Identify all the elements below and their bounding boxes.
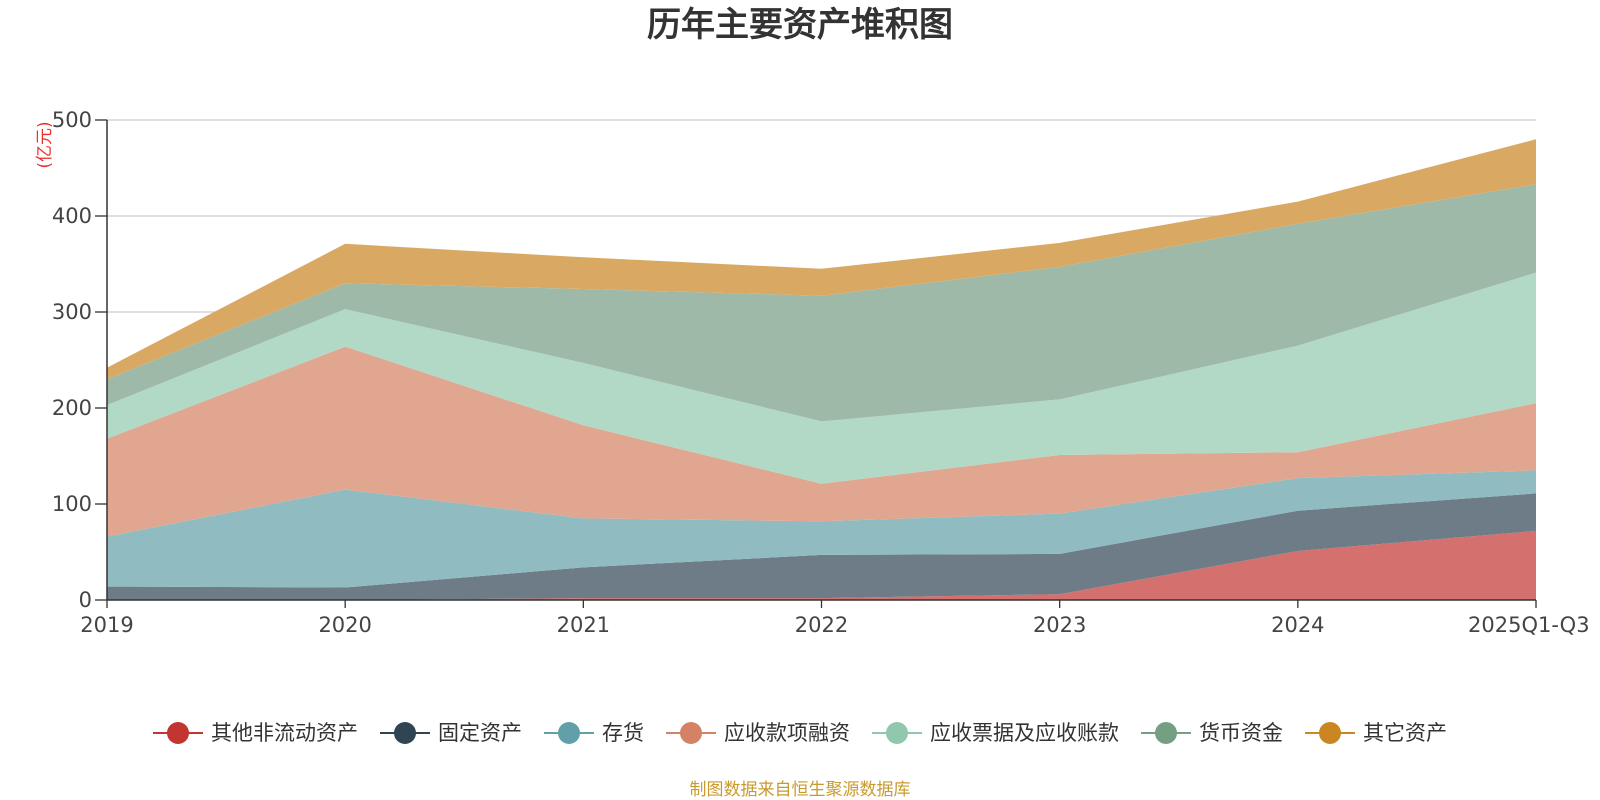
legend-label: 应收款项融资 <box>724 721 850 745</box>
y-tick-label: 500 <box>52 108 92 132</box>
x-tick-label: 2025Q1-Q3 <box>1468 613 1590 637</box>
area-其他非流动资产 <box>107 530 1536 600</box>
area-应收款项融资 <box>107 346 1536 537</box>
chart-title: 历年主要资产堆积图 <box>647 5 953 45</box>
data-source-note: 制图数据来自恒生聚源数据库 <box>690 780 911 800</box>
area-货币资金 <box>107 184 1536 422</box>
y-tick-label: 300 <box>52 300 92 324</box>
legend-item[interactable]: 应收票据及应收账款 <box>872 721 1119 745</box>
legend-item[interactable]: 其他非流动资产 <box>153 721 358 745</box>
legend-item[interactable]: 其它资产 <box>1305 721 1447 745</box>
legend-marker <box>1319 722 1341 744</box>
legend-item[interactable]: 固定资产 <box>380 721 522 745</box>
legend-label: 其它资产 <box>1363 721 1447 745</box>
area-存货 <box>107 470 1536 588</box>
legend-label: 固定资产 <box>438 721 522 745</box>
x-tick-label: 2024 <box>1271 613 1324 637</box>
x-tick-label: 2020 <box>318 613 371 637</box>
y-tick-label: 400 <box>52 204 92 228</box>
legend-marker <box>886 722 908 744</box>
y-tick-label: 0 <box>79 588 92 612</box>
legend-item[interactable]: 存货 <box>544 721 644 745</box>
legend-item[interactable]: 应收款项融资 <box>666 721 850 745</box>
y-tick-label: 100 <box>52 492 92 516</box>
area-其它资产 <box>107 139 1536 380</box>
legend-label: 货币资金 <box>1199 721 1283 745</box>
legend-marker <box>394 722 416 744</box>
legend-label: 其他非流动资产 <box>211 721 358 745</box>
area-series <box>107 139 1536 600</box>
legend-label: 存货 <box>602 721 644 745</box>
x-tick-label: 2021 <box>557 613 610 637</box>
x-tick-label: 2019 <box>80 613 133 637</box>
y-tick-label: 200 <box>52 396 92 420</box>
legend-label: 应收票据及应收账款 <box>930 721 1119 745</box>
legend-marker <box>680 722 702 744</box>
axes: 0 100 200 300 400 500 2019 2020 2021 2022 2023 2024… <box>52 108 1590 637</box>
x-tick-label: 2023 <box>1033 613 1086 637</box>
legend-marker <box>167 722 189 744</box>
legend: 其他非流动资产 固定资产 存货 应收款项融资 应收票据及应收账款 货币资金 其它资产 <box>153 721 1447 745</box>
area-应收票据及应收账款 <box>107 272 1536 484</box>
x-tick-label: 2022 <box>795 613 848 637</box>
area-固定资产 <box>107 493 1536 600</box>
legend-item[interactable]: 货币资金 <box>1141 721 1283 745</box>
legend-marker <box>1155 722 1177 744</box>
y-axis-unit: (亿元) <box>35 121 55 168</box>
legend-marker <box>558 722 580 744</box>
